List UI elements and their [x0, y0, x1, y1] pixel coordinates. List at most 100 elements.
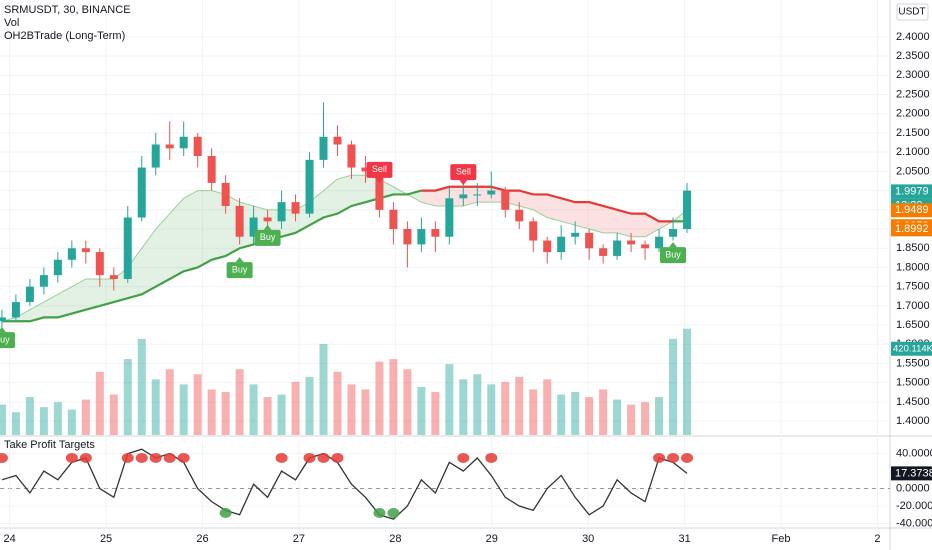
volume-bar: [263, 397, 272, 435]
ma-fill: [85, 278, 100, 310]
x-tick-label: 26: [196, 533, 208, 545]
oscillator-line: [1, 448, 688, 520]
signal-label: Buy: [0, 334, 10, 344]
target-marker: [219, 508, 232, 519]
target-marker: [485, 452, 498, 463]
x-tick-label: 27: [293, 533, 305, 545]
ma-fill: [309, 190, 324, 226]
x-tick-label: 29: [486, 533, 498, 545]
candle-body: [417, 229, 426, 245]
candle-body: [221, 182, 230, 206]
signal-pointer: [669, 242, 678, 248]
volume-bar: [221, 392, 230, 435]
candle-body: [627, 240, 636, 245]
y-tick-label: 1.8000: [896, 261, 930, 273]
ma-fill: [169, 198, 184, 279]
candle-body: [25, 286, 34, 303]
volume-bar: [445, 364, 454, 435]
candle-body: [0, 317, 6, 322]
y-tick-label: 2.3000: [896, 69, 930, 81]
signal-pointer: [375, 177, 384, 183]
ma-fill: [547, 194, 562, 222]
y-tick-label: 1.7000: [896, 300, 930, 312]
volume-bar: [655, 397, 664, 435]
volume-bar: [123, 359, 132, 435]
volume-bar: [375, 361, 384, 435]
y-tick-label: 2.2500: [896, 88, 930, 100]
slow-ma-line: [1, 189, 422, 323]
ma-fill: [603, 205, 618, 233]
candle-body: [333, 136, 342, 145]
price-tag-label: 1.9489: [895, 204, 929, 216]
volume-bar: [53, 402, 62, 435]
legend-vol: Vol: [4, 17, 19, 29]
volume-bar: [515, 376, 524, 435]
currency-button[interactable]: [896, 3, 929, 21]
volume-bar: [543, 379, 552, 435]
volume-bar: [193, 374, 202, 435]
ma-fill: [631, 213, 646, 237]
volume-bar: [39, 407, 48, 435]
y-tick-label: 2.0500: [896, 165, 930, 177]
candle-body: [403, 229, 412, 245]
signal-box: [254, 229, 281, 246]
candle-body: [361, 167, 370, 172]
candle-body: [305, 159, 314, 214]
signal-label: Buy: [232, 265, 248, 275]
candle-body: [501, 190, 510, 210]
candle-body: [39, 275, 48, 287]
volume-bar: [403, 369, 412, 435]
y-tick-label: 2.4000: [896, 31, 930, 43]
y-tick-label: 2.2000: [896, 108, 930, 120]
volume-bar: [417, 386, 426, 435]
y-tick-label: 2.1000: [896, 146, 930, 158]
volume-tag: [891, 341, 932, 356]
ma-fill: [463, 186, 478, 206]
candle-body: [81, 248, 90, 253]
candle-body: [123, 217, 132, 279]
ma-fill: [617, 209, 632, 237]
volume-bar: [277, 394, 286, 435]
volume-bar: [613, 399, 622, 435]
candle-body: [431, 229, 440, 237]
y-tick-label: 1.6500: [896, 319, 930, 331]
candle-body: [543, 240, 552, 253]
price-tag-label: 1.9979: [895, 185, 929, 197]
candle-body: [95, 252, 104, 276]
price-tag: [891, 203, 932, 218]
candle-body: [165, 144, 174, 149]
target-marker: [163, 452, 176, 463]
signal-box: [226, 262, 253, 279]
x-tick-label: Feb: [772, 533, 791, 545]
candle-body: [613, 240, 622, 256]
y-tick-label: 2.3500: [896, 50, 930, 62]
target-marker: [149, 452, 162, 463]
target-marker: [373, 508, 386, 519]
volume-bar: [137, 338, 146, 435]
volume-bar: [67, 409, 76, 435]
target-marker: [121, 452, 134, 463]
grid: [0, 0, 890, 528]
candle-body: [207, 156, 216, 183]
signal-box: [366, 161, 393, 178]
target-marker: [0, 452, 8, 463]
ma-fill: [561, 198, 576, 226]
y-tick-label: 40.0000: [896, 448, 932, 460]
candle-body: [277, 202, 286, 222]
currency-label: USDT: [898, 7, 925, 18]
target-marker: [387, 508, 400, 519]
candle-body: [459, 194, 468, 199]
target-marker: [317, 452, 330, 463]
signal-label: Sell: [372, 164, 387, 174]
volume-bar: [249, 384, 258, 435]
x-tick-label: 24: [4, 533, 16, 545]
volume-bar: [305, 376, 314, 435]
ma-fill: [29, 302, 44, 322]
ma-fill: [197, 190, 212, 268]
ma-fill: [589, 202, 604, 233]
volume-bar: [333, 371, 342, 435]
candle-body: [515, 209, 524, 222]
x-tick-label: 30: [582, 533, 594, 545]
ma-fill: [99, 278, 114, 306]
target-marker: [135, 452, 148, 463]
